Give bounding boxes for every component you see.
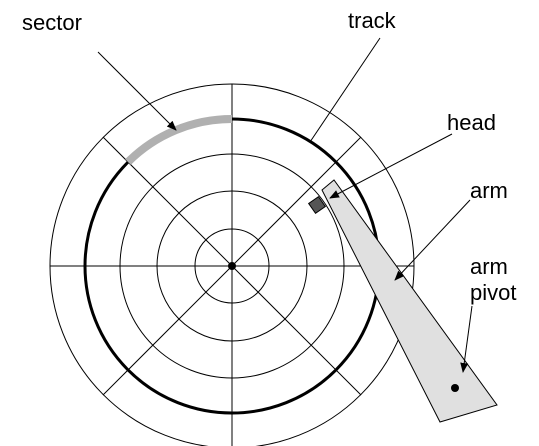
arm	[321, 179, 498, 423]
leader-line	[394, 199, 471, 281]
head	[307, 195, 327, 215]
label: pivot	[470, 280, 516, 305]
leader-line	[97, 51, 177, 131]
label: sector	[22, 10, 82, 35]
arm-pivot	[451, 384, 459, 392]
leader-line	[309, 37, 381, 143]
label: arm	[470, 178, 508, 203]
platter	[49, 83, 415, 446]
label: arm	[470, 254, 508, 279]
spindle	[228, 262, 236, 270]
leader-line	[329, 133, 453, 199]
label: head	[447, 110, 496, 135]
label: track	[348, 8, 397, 33]
leader-line	[460, 305, 473, 373]
